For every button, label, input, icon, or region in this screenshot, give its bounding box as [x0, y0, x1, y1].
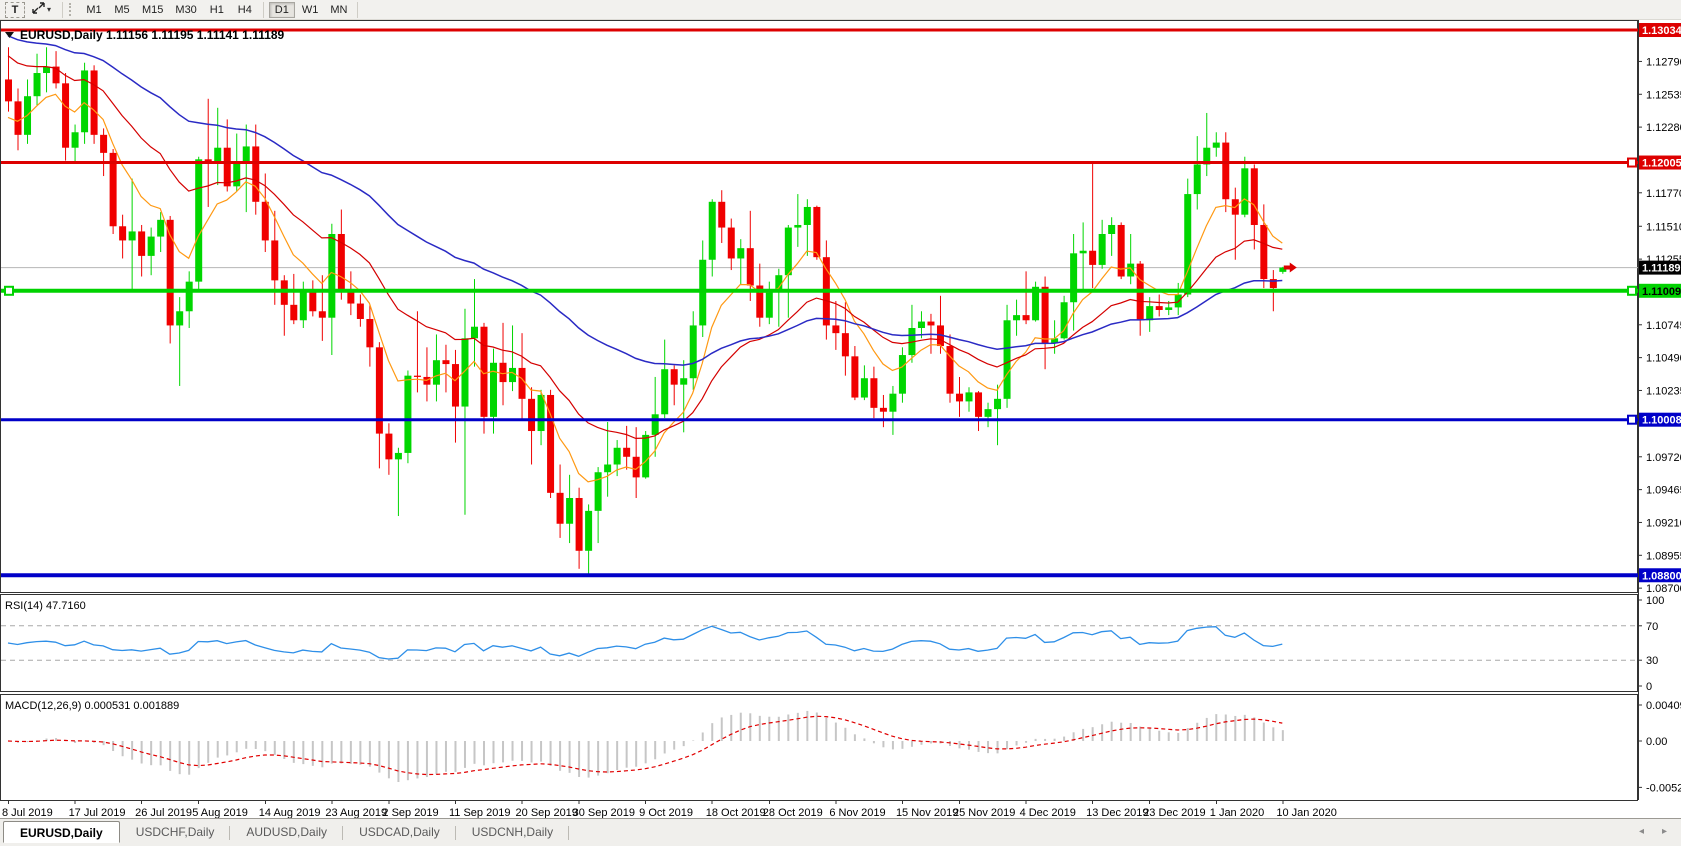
svg-text:1.13034: 1.13034: [1642, 25, 1681, 37]
svg-text:-0.005273: -0.005273: [1646, 782, 1681, 794]
date-label: 10 Jan 2020: [1276, 807, 1337, 818]
svg-text:70: 70: [1646, 621, 1658, 633]
timeframe-m1-button[interactable]: M1: [81, 2, 107, 18]
svg-text:1.08800: 1.08800: [1642, 570, 1681, 582]
toolbar-separator: [263, 2, 264, 18]
svg-text:30: 30: [1646, 655, 1658, 667]
symbol-tab-usdcad[interactable]: USDCAD,Daily: [343, 821, 456, 843]
date-label: 13 Dec 2019: [1086, 807, 1148, 818]
svg-text:1.10745: 1.10745: [1646, 320, 1681, 332]
date-label: 1 Jan 2020: [1210, 807, 1264, 818]
date-label: 17 Jul 2019: [69, 807, 126, 818]
svg-text:1.08700: 1.08700: [1646, 583, 1681, 595]
date-label: 18 Oct 2019: [706, 807, 766, 818]
svg-text:1.11770: 1.11770: [1646, 188, 1681, 200]
date-label: 20 Sep 2019: [516, 807, 578, 818]
timeframe-d1-button[interactable]: D1: [269, 2, 295, 18]
text-tool-button[interactable]: T: [5, 2, 25, 18]
cursor-arrows-button[interactable]: ▾: [27, 2, 57, 18]
chart-area[interactable]: 1.127901.125351.122801.117701.115101.112…: [0, 20, 1681, 818]
date-label: 11 Sep 2019: [449, 807, 511, 818]
timeframe-w1-button[interactable]: W1: [297, 2, 324, 18]
date-label: 28 Oct 2019: [763, 807, 823, 818]
date-label: 8 Jul 2019: [2, 807, 53, 818]
svg-text:1.09210: 1.09210: [1646, 517, 1681, 529]
symbol-tab-usdchf[interactable]: USDCHF,Daily: [120, 821, 231, 843]
date-label: 14 Aug 2019: [259, 807, 321, 818]
toolbar-drag-handle[interactable]: [69, 3, 75, 16]
price-axis: 1.127901.125351.122801.117701.115101.112…: [1638, 23, 1681, 595]
tab-scroll-left-icon[interactable]: ◂: [1639, 826, 1644, 837]
date-label: 30 Sep 2019: [573, 807, 635, 818]
svg-text:0.004095: 0.004095: [1646, 700, 1681, 712]
svg-text:1.12005: 1.12005: [1642, 158, 1681, 170]
svg-text:1.11510: 1.11510: [1646, 221, 1681, 233]
tab-scrollbar: ◂ ▸: [1639, 826, 1667, 837]
svg-text:1.11009: 1.11009: [1642, 286, 1681, 298]
symbol-tab-eurusd[interactable]: EURUSD,Daily: [3, 821, 120, 843]
symbol-tab-usdcnh[interactable]: USDCNH,Daily: [456, 821, 569, 843]
dropdown-caret-icon: ▾: [47, 3, 51, 17]
timeframe-h1-button[interactable]: H1: [204, 2, 230, 18]
svg-text:0.00: 0.00: [1646, 736, 1667, 748]
svg-text:1.10008: 1.10008: [1642, 415, 1681, 427]
svg-text:1.08955: 1.08955: [1646, 550, 1681, 562]
date-label: 4 Dec 2019: [1020, 807, 1076, 818]
svg-text:1.09465: 1.09465: [1646, 485, 1681, 497]
timeframe-m5-button[interactable]: M5: [109, 2, 135, 18]
svg-text:1.09720: 1.09720: [1646, 452, 1681, 464]
date-label: 26 Jul 2019: [135, 807, 192, 818]
date-label: 23 Aug 2019: [325, 807, 387, 818]
svg-text:1.11189: 1.11189: [1642, 263, 1681, 275]
tab-scroll-right-icon[interactable]: ▸: [1662, 826, 1667, 837]
svg-text:1.12790: 1.12790: [1646, 56, 1681, 68]
svg-text:1.12535: 1.12535: [1646, 89, 1681, 101]
toolbar-separator: [357, 2, 358, 18]
timeframe-m15-button[interactable]: M15: [137, 2, 168, 18]
macd-label: MACD(12,26,9) 0.000531 0.001889: [5, 700, 179, 712]
timeframe-mn-button[interactable]: MN: [325, 2, 352, 18]
rsi-label: RSI(14) 47.7160: [5, 600, 86, 612]
date-label: 6 Nov 2019: [829, 807, 885, 818]
chart-title-group: EURUSD,Daily 1.11156 1.11195 1.11141 1.1…: [5, 28, 285, 42]
date-label: 5 Aug 2019: [192, 807, 248, 818]
svg-text:0: 0: [1646, 681, 1652, 693]
svg-text:1.10490: 1.10490: [1646, 353, 1681, 365]
date-label: 2 Sep 2019: [382, 807, 438, 818]
chart-title: EURUSD,Daily 1.11156 1.11195 1.11141 1.1…: [20, 28, 285, 42]
svg-text:1.12280: 1.12280: [1646, 122, 1681, 134]
symbol-tab-audusd[interactable]: AUDUSD,Daily: [230, 821, 343, 843]
date-label: 25 Nov 2019: [953, 807, 1015, 818]
timeframe-h4-button[interactable]: H4: [232, 2, 258, 18]
date-label: 15 Nov 2019: [896, 807, 958, 818]
price-chart-svg[interactable]: 1.127901.125351.122801.117701.115101.112…: [0, 20, 1681, 818]
date-label: 9 Oct 2019: [639, 807, 693, 818]
svg-text:100: 100: [1646, 595, 1664, 607]
svg-text:1.10235: 1.10235: [1646, 385, 1681, 397]
timeframe-m30-button[interactable]: M30: [170, 2, 201, 18]
toolbar-separator: [62, 2, 63, 18]
diagonal-arrows-icon: [32, 2, 45, 18]
date-label: 23 Dec 2019: [1143, 807, 1205, 818]
